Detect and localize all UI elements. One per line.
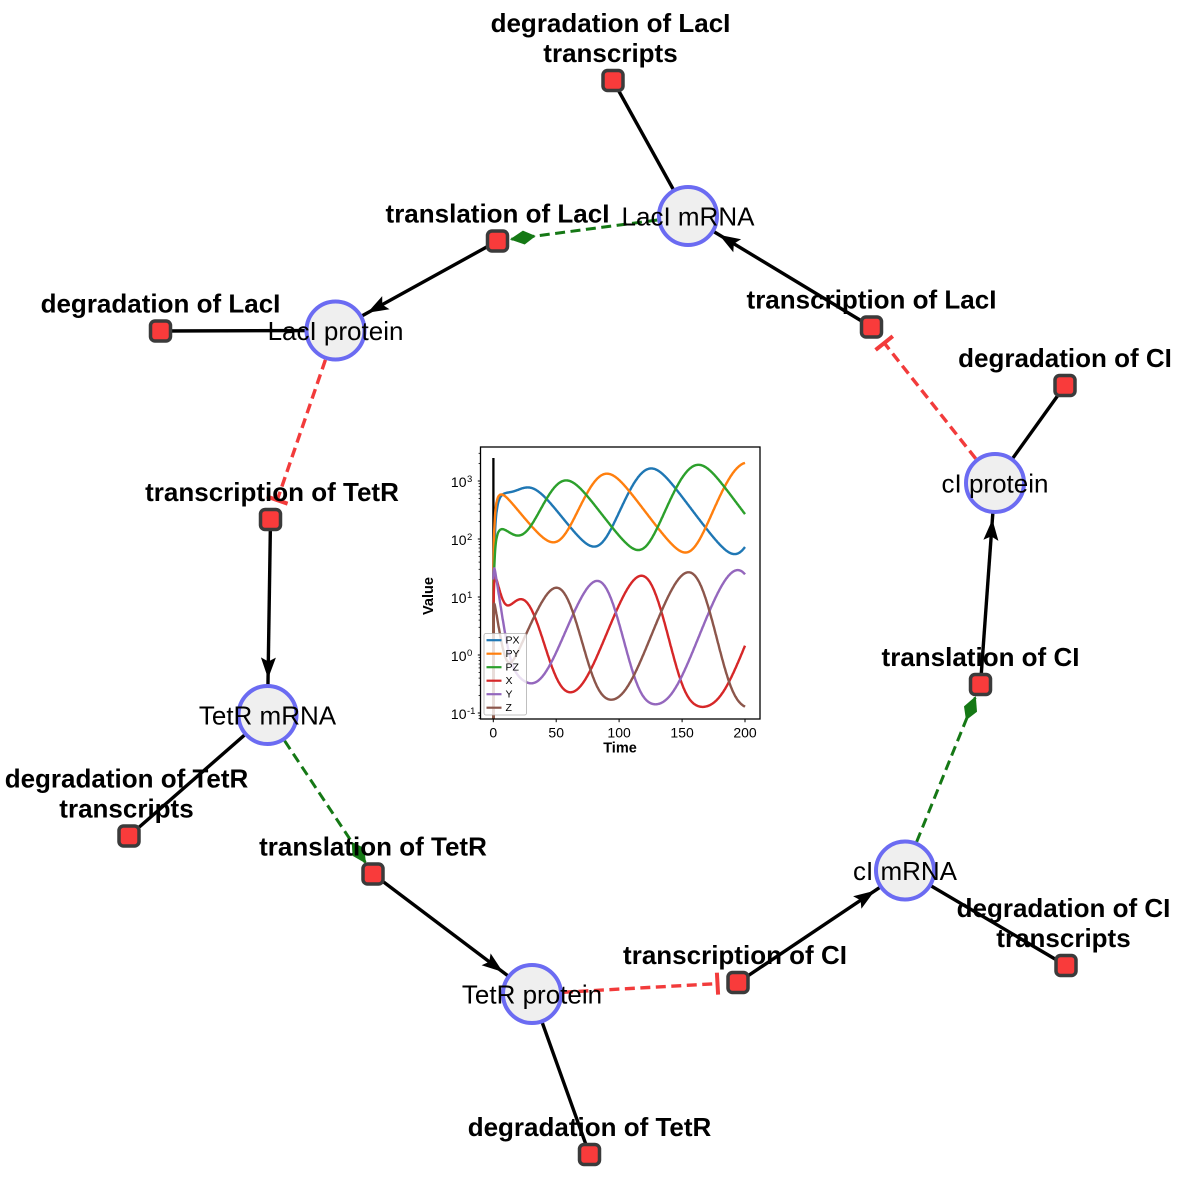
svg-text:PY: PY (506, 648, 520, 660)
svg-text:TetR protein: TetR protein (462, 980, 602, 1010)
svg-text:0: 0 (489, 725, 497, 741)
svg-text:Y: Y (506, 689, 513, 701)
svg-text:LacI mRNA: LacI mRNA (622, 202, 756, 232)
svg-text:translation of TetR: translation of TetR (259, 832, 487, 862)
svg-text:10: 10 (451, 590, 467, 606)
svg-text:-1: -1 (467, 706, 475, 717)
svg-text:translation of LacI: translation of LacI (386, 199, 610, 229)
svg-text:cI protein: cI protein (942, 469, 1049, 499)
svg-text:degradation of CI: degradation of CI (958, 343, 1172, 373)
svg-text:X: X (506, 675, 513, 687)
svg-text:translation of CI: translation of CI (882, 642, 1080, 672)
svg-text:TetR mRNA: TetR mRNA (199, 701, 337, 731)
svg-text:10: 10 (451, 474, 467, 490)
svg-text:3: 3 (467, 474, 472, 485)
svg-text:transcripts: transcripts (543, 38, 677, 68)
svg-text:10: 10 (451, 648, 467, 664)
svg-text:Value: Value (421, 577, 437, 615)
svg-text:transcription of CI: transcription of CI (623, 940, 847, 970)
svg-text:2: 2 (467, 532, 472, 543)
svg-text:Time: Time (603, 741, 637, 757)
svg-text:PZ: PZ (506, 662, 520, 674)
svg-text:transcripts: transcripts (59, 794, 193, 824)
svg-text:cI mRNA: cI mRNA (853, 856, 958, 886)
svg-text:degradation of TetR: degradation of TetR (468, 1112, 712, 1142)
svg-text:degradation of CI: degradation of CI (957, 893, 1171, 923)
svg-text:PX: PX (506, 635, 520, 647)
svg-text:degradation of TetR: degradation of TetR (5, 764, 249, 794)
svg-text:transcription of LacI: transcription of LacI (747, 285, 997, 315)
svg-text:200: 200 (733, 725, 757, 741)
svg-text:100: 100 (607, 725, 631, 741)
svg-text:1: 1 (467, 590, 472, 601)
svg-text:transcripts: transcripts (996, 923, 1130, 953)
svg-text:150: 150 (670, 725, 694, 741)
svg-text:10: 10 (451, 706, 467, 722)
svg-text:Z: Z (506, 702, 513, 714)
svg-text:degradation of LacI: degradation of LacI (41, 289, 281, 319)
svg-text:50: 50 (548, 725, 564, 741)
svg-text:LacI protein: LacI protein (268, 316, 404, 346)
svg-text:transcription of TetR: transcription of TetR (145, 477, 399, 507)
svg-text:degradation of LacI: degradation of LacI (491, 8, 731, 38)
svg-text:10: 10 (451, 532, 467, 548)
svg-text:0: 0 (467, 648, 472, 659)
